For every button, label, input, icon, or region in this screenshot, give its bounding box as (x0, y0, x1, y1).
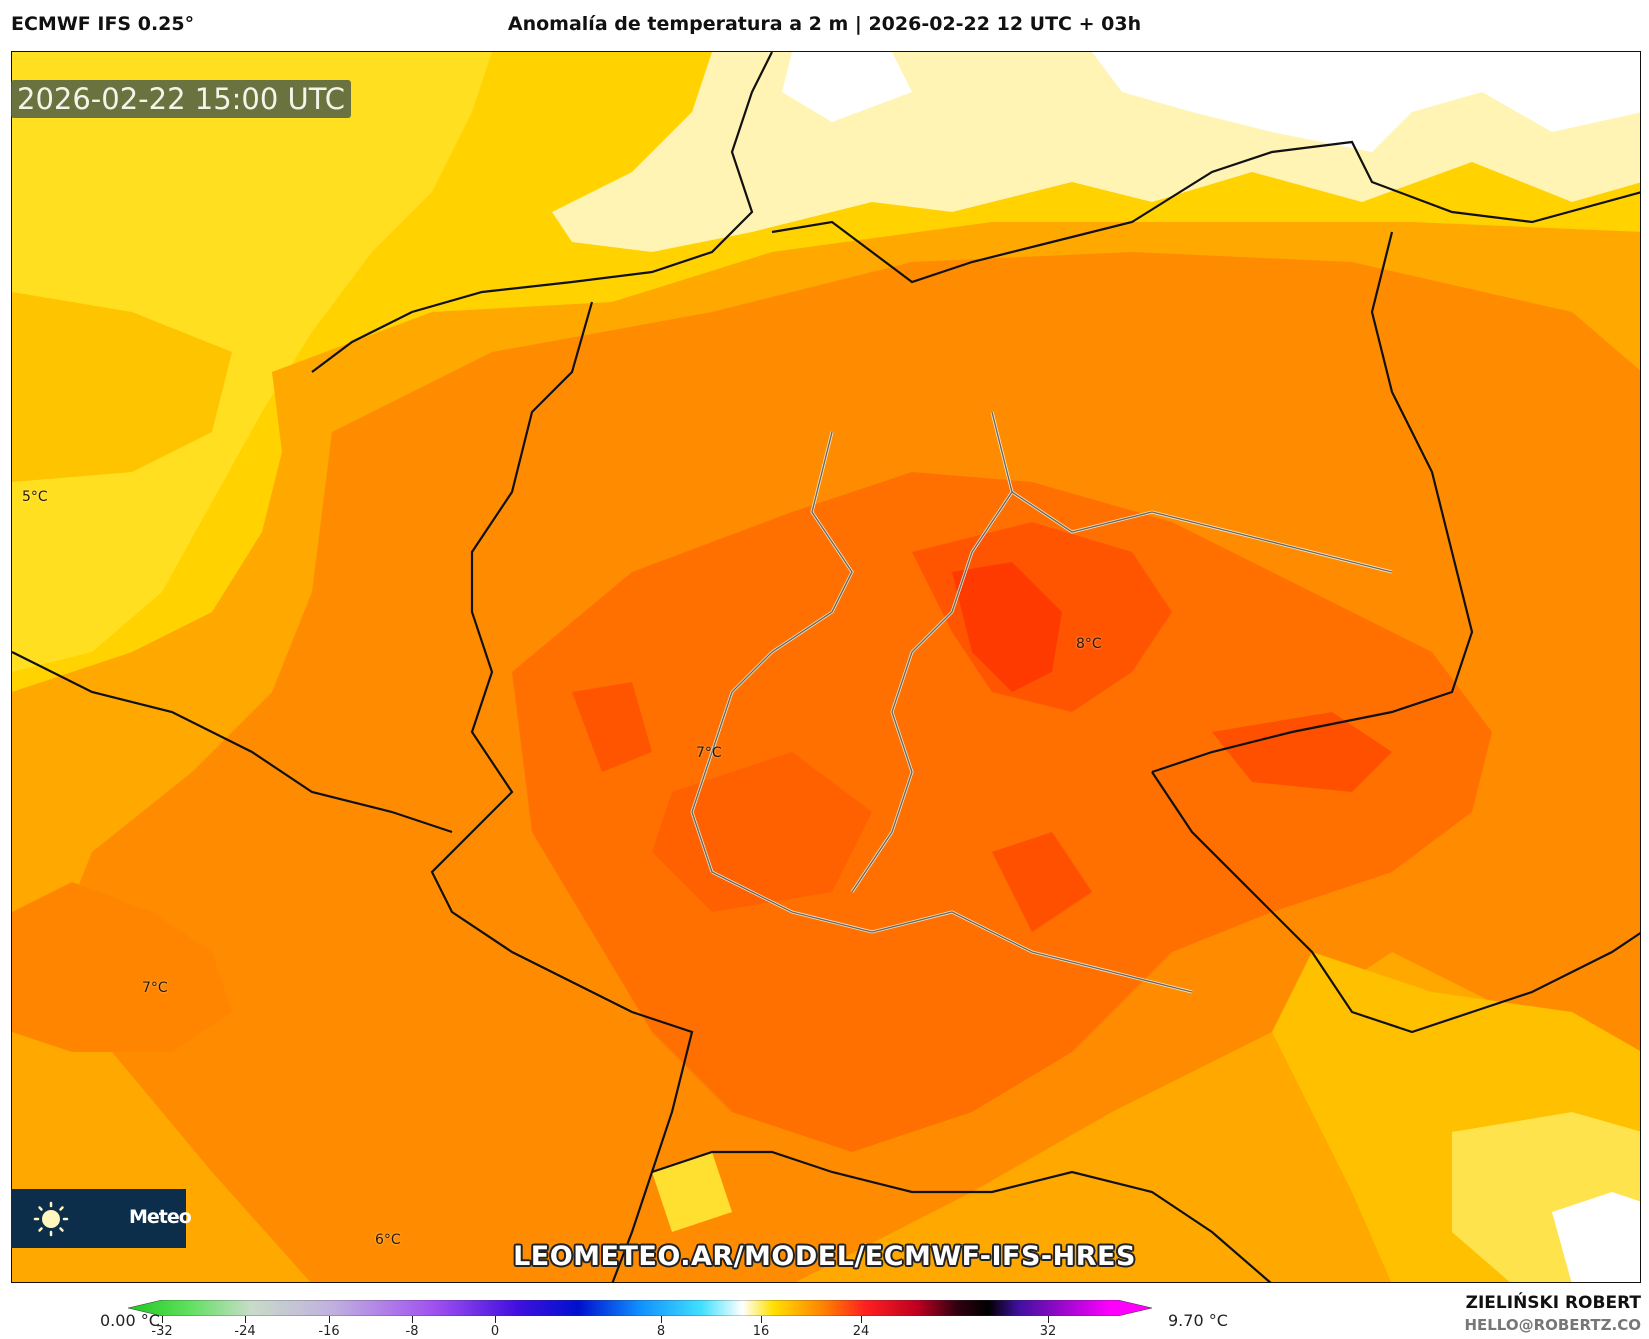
author-name: ZIELIŃSKI ROBERT (1465, 1293, 1641, 1313)
colorbar-tick (1048, 1316, 1049, 1323)
colorbar-tick (412, 1316, 413, 1323)
map-fill (12, 52, 1640, 1282)
temperature-anomaly-map: 5°C 8°C 7°C 7°C 6°C (11, 51, 1641, 1283)
colorbar-tick-label: 24 (852, 1324, 870, 1339)
sun-icon (33, 1201, 69, 1237)
meteo-logo: Meteo (11, 1189, 192, 1248)
colorbar-tick-label: 8 (656, 1324, 666, 1339)
colorbar-tick (761, 1316, 762, 1323)
colorbar-tick-label: -16 (318, 1324, 340, 1339)
temp-label: 6°C (375, 1232, 401, 1248)
model-name: ECMWF IFS 0.25° (11, 13, 195, 35)
logo-text: Meteo (129, 1206, 192, 1228)
chart-title: Anomalía de temperatura a 2 m | 2026-02-… (507, 13, 1142, 35)
colorbar (128, 1300, 1152, 1316)
temp-label: 8°C (1076, 636, 1102, 652)
colorbar-tick-label: -32 (151, 1324, 173, 1339)
colorbar-tick-label: 16 (752, 1324, 770, 1339)
colorbar-tick-label: 0 (490, 1324, 500, 1339)
colorbar-tick-label: 32 (1039, 1324, 1057, 1339)
colorbar-min-label: 0.00 °C (100, 1311, 160, 1330)
source-watermark: LEOMETEO.AR/MODEL/ECMWF-IFS-HRES (513, 1241, 1136, 1272)
colorbar-tick-label: -24 (234, 1324, 256, 1339)
colorbar-tick (661, 1316, 662, 1323)
temp-label: 5°C (22, 489, 48, 505)
author-email: HELLO@ROBERTZ.CO (1464, 1316, 1641, 1334)
colorbar-tick (861, 1316, 862, 1323)
colorbar-tick (495, 1316, 496, 1323)
valid-time-badge: 2026-02-22 15:00 UTC (11, 80, 352, 118)
temp-label: 7°C (142, 980, 168, 996)
colorbar-tick (245, 1316, 246, 1323)
colorbar-tick (162, 1316, 163, 1323)
colorbar-tick-label: -8 (405, 1324, 419, 1339)
colorbar-tick (329, 1316, 330, 1323)
colorbar-max-label: 9.70 °C (1168, 1311, 1228, 1330)
temp-label: 7°C (696, 745, 722, 761)
